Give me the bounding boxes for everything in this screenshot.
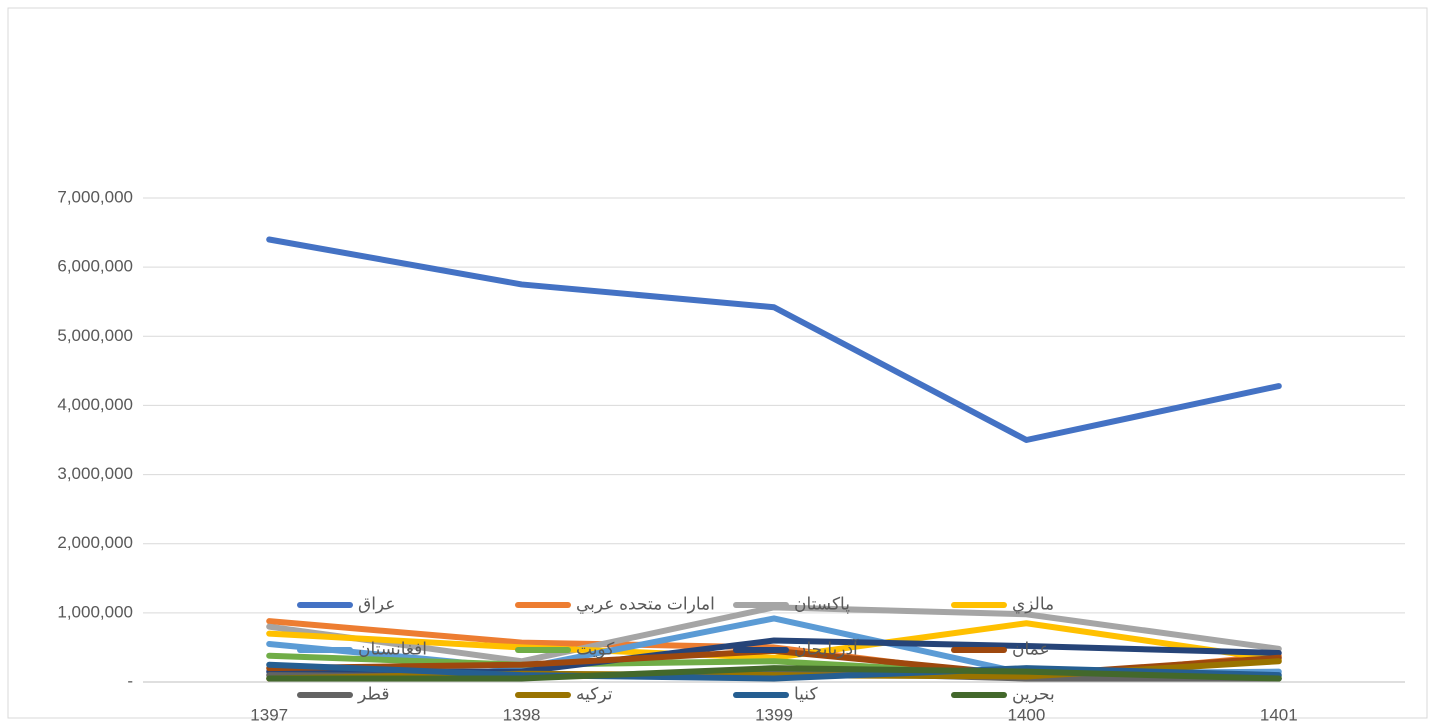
y-tick-label: 4,000,000 — [57, 395, 133, 414]
legend-label: عراق — [358, 594, 395, 613]
chart-border — [7, 7, 1428, 719]
series-line — [266, 236, 1282, 443]
series-line — [266, 665, 1282, 682]
legend-label: تركيه — [576, 684, 613, 703]
legend-label: كويت — [576, 639, 615, 658]
x-tick-label: 1398 — [503, 705, 541, 724]
y-tick-label: 7,000,000 — [57, 187, 133, 206]
legend-label: عمان — [1012, 639, 1050, 658]
y-tick-label: 3,000,000 — [57, 464, 133, 483]
legend-label: افغانستان — [358, 639, 427, 658]
legend-label: امارات متحده عربي — [576, 594, 715, 614]
legend-label: قطر — [357, 684, 389, 703]
legend-label: مالزي — [1012, 594, 1054, 614]
legend-label: پاكستان — [794, 594, 850, 614]
y-tick-label: 5,000,000 — [57, 326, 133, 345]
x-tick-label: 1400 — [1007, 705, 1045, 724]
legend-label: كنيا — [794, 684, 818, 703]
legend-label: آذربايجان — [794, 637, 859, 658]
series-line — [266, 661, 1282, 682]
series-line — [266, 620, 1282, 663]
x-tick-label: 1399 — [755, 705, 793, 724]
x-tick-label: 1397 — [250, 705, 288, 724]
y-tick-label: 6,000,000 — [57, 257, 133, 276]
x-tick-label: 1401 — [1260, 705, 1298, 724]
y-tick-label: - — [127, 671, 133, 690]
y-tick-label: 1,000,000 — [57, 602, 133, 621]
y-tick-label: 2,000,000 — [57, 533, 133, 552]
legend-label: بحرين — [1012, 684, 1055, 703]
